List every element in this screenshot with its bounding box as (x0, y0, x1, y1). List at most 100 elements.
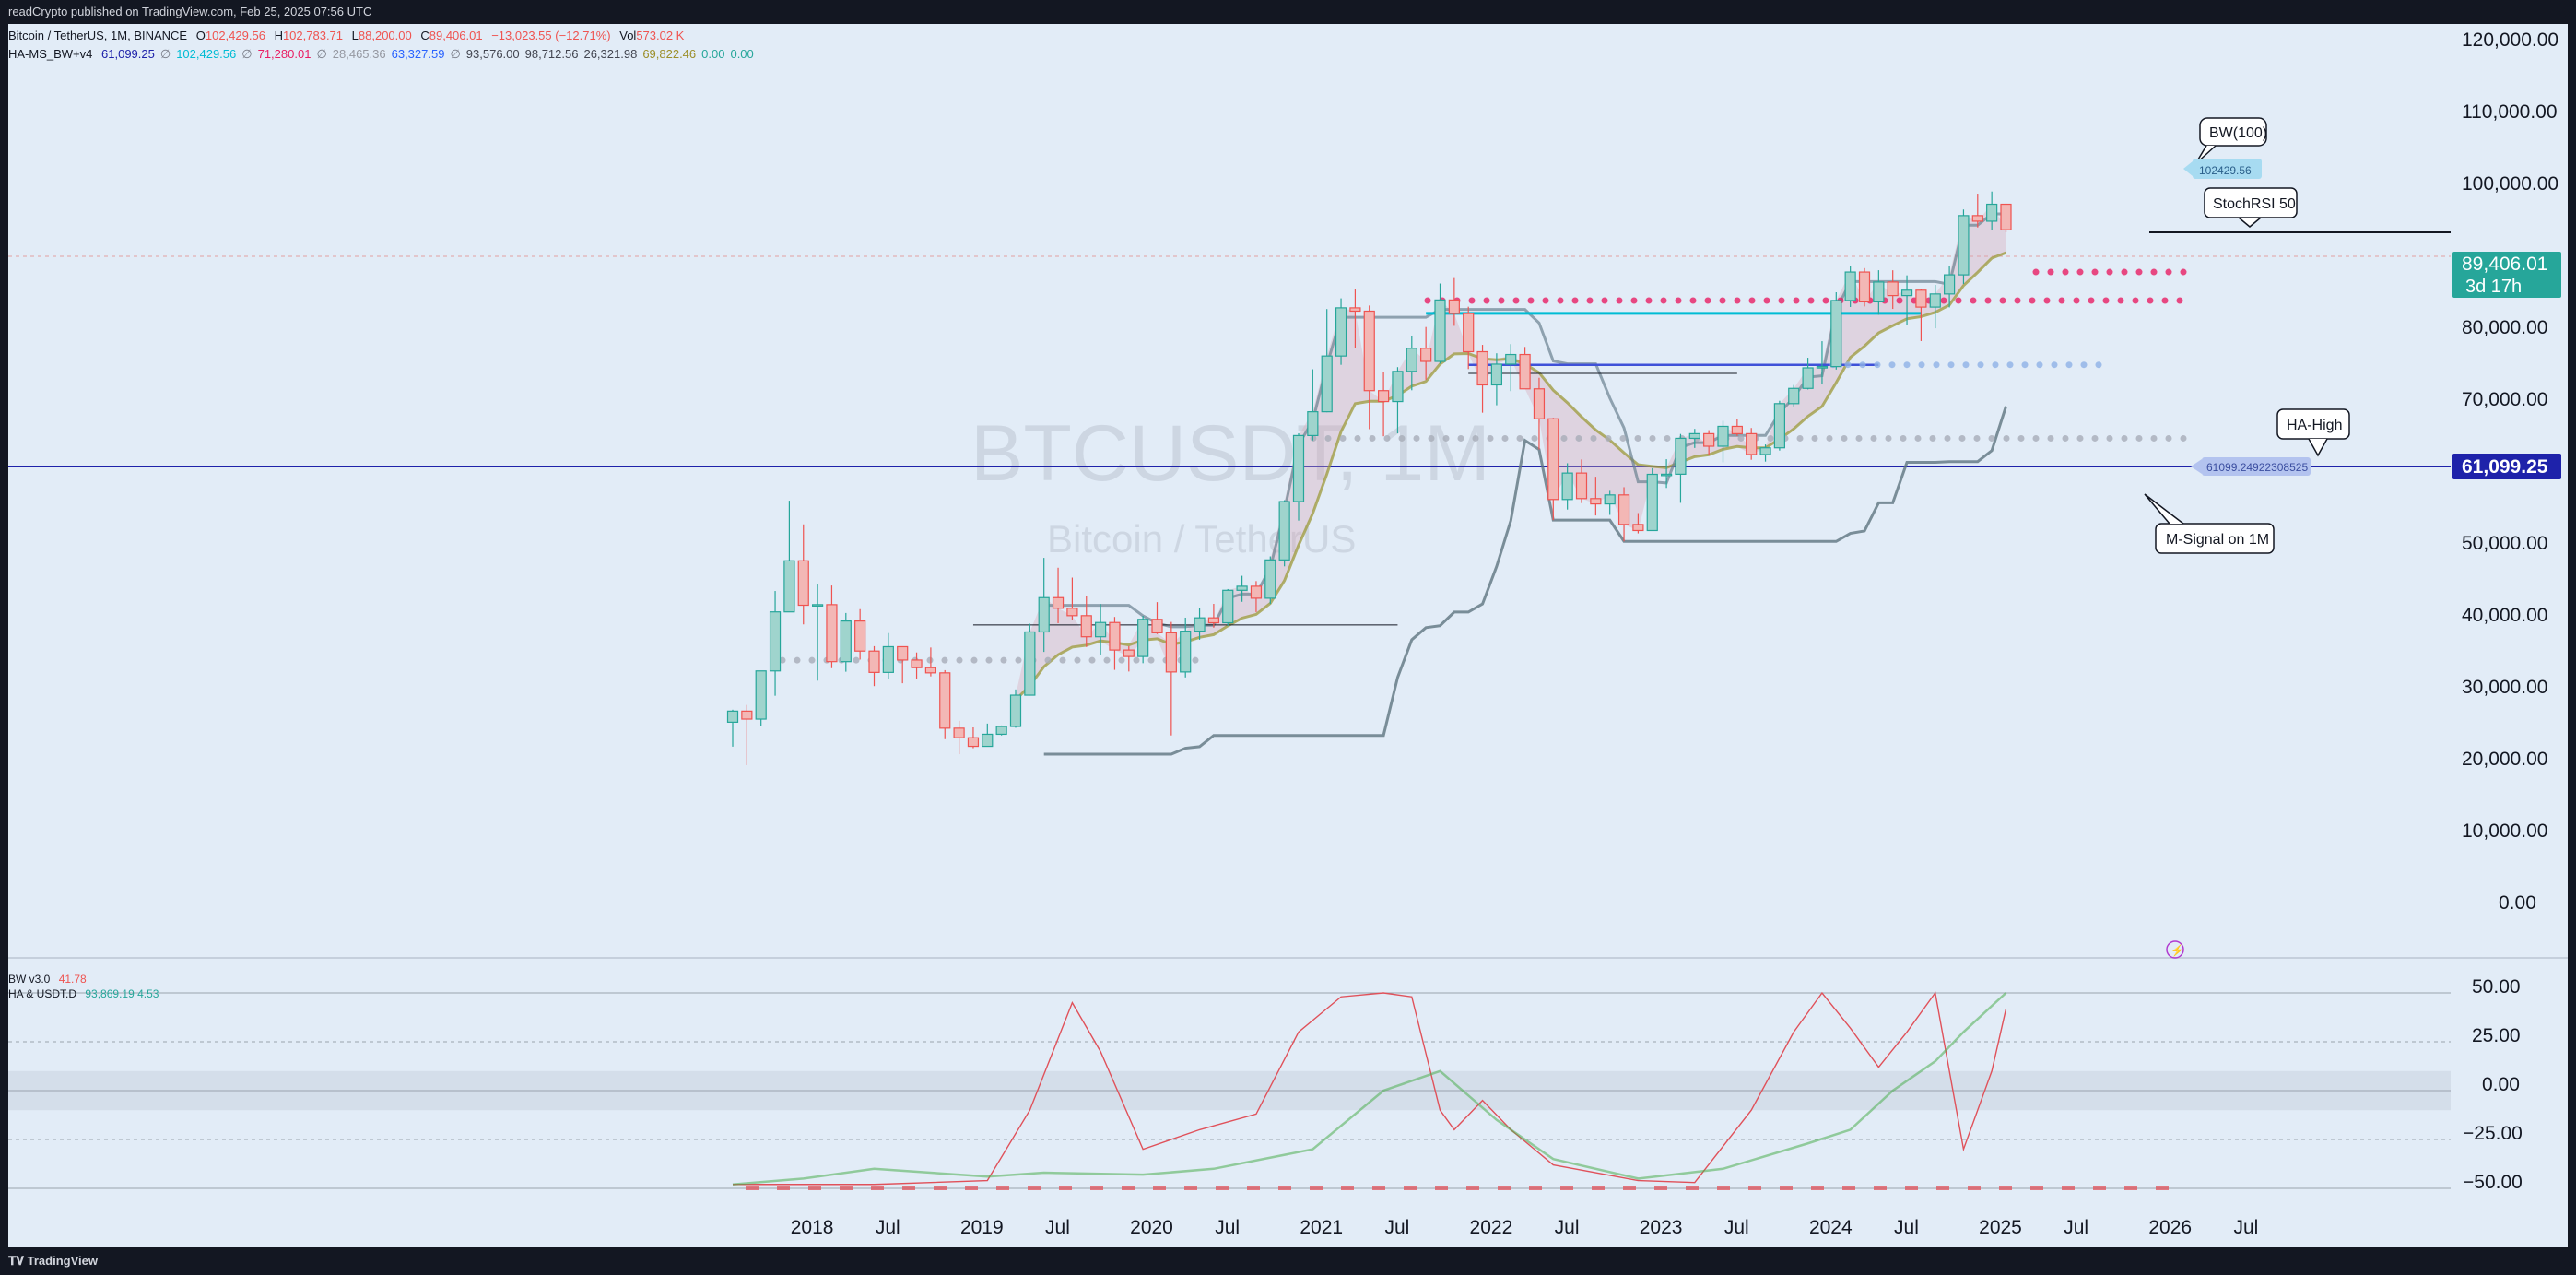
level-dot (2014, 297, 2021, 304)
level-dot (2076, 434, 2084, 442)
osc-bottom-marker (1717, 1186, 1730, 1190)
pane-separator[interactable] (8, 957, 2568, 959)
osc-bottom-marker (1122, 1186, 1135, 1190)
level-dot (808, 656, 816, 664)
level-dot (2017, 434, 2025, 442)
chart-svg[interactable]: BTCUSDT, 1M Bitcoin / TetherUS 120,000.0… (8, 24, 2568, 1247)
indicator-value-7: 63,327.59 (392, 47, 445, 61)
level-dot (2021, 361, 2029, 369)
candle-body (1986, 203, 1998, 222)
osc-label: 0.00 (2482, 1074, 2520, 1095)
osc-bottom-marker (1592, 1186, 1605, 1190)
level-dot (2102, 297, 2110, 304)
level-dot (1992, 361, 1999, 369)
oscillator-axis[interactable]: 50.00 25.00 0.00 −25.00 −50.00 (2463, 976, 2523, 1193)
osc-bottom-marker (1686, 1186, 1699, 1190)
candle-body (1816, 366, 1829, 369)
osc-bottom-marker (1905, 1186, 1918, 1190)
level-dot (1796, 434, 1804, 442)
candle-body (1434, 299, 1446, 362)
level-dot (2006, 361, 2014, 369)
level-dot (1767, 434, 1774, 442)
candle-body (783, 560, 795, 613)
osc-bottom-marker (1216, 1186, 1229, 1190)
osc-bottom-marker (1968, 1186, 1981, 1190)
time-axis[interactable]: 2018 Jul 2019 Jul 2020 Jul 2021 Jul 2022 Jul 2023 J… (8, 1208, 2568, 1247)
footer-bar: 𝐓𝐕 TradingView (0, 1247, 2576, 1275)
level-dot (2051, 361, 2058, 369)
level-dot (2117, 297, 2124, 304)
watermark-name: Bitcoin / TetherUS (1047, 517, 1356, 561)
level-dot (1719, 297, 1726, 304)
level-dot (1383, 434, 1391, 442)
osc-bottom-marker (1090, 1186, 1103, 1190)
time-label: 2019 (960, 1217, 1004, 1238)
bw-name: BW v3.0 (8, 973, 51, 986)
candle-body (1519, 353, 1531, 390)
time-label: Jul (1894, 1217, 1919, 1238)
price-label: 120,000.00 (2462, 30, 2558, 51)
level-dot (1501, 434, 1509, 442)
time-label: 2026 (2148, 1217, 2192, 1238)
price-axis[interactable]: 120,000.00 110,000.00 100,000.00 80,000.… (2452, 30, 2561, 914)
level-dot (1424, 297, 1431, 304)
candle-body (1066, 608, 1078, 617)
level-dot (1324, 434, 1332, 442)
level-dot (1531, 434, 1538, 442)
level-dot (2003, 434, 2010, 442)
candle-body (826, 604, 838, 663)
candle-body (769, 611, 782, 672)
level-dot (1560, 434, 1568, 442)
candle-body (1703, 432, 1715, 447)
osc-bottom-marker (1310, 1186, 1323, 1190)
candle-body (1080, 615, 1092, 638)
level-dot (2135, 268, 2143, 276)
osc-bottom-marker (1404, 1186, 1417, 1190)
level-dot (985, 656, 993, 664)
candle-body (1250, 585, 1263, 599)
level-dot (1616, 297, 1623, 304)
level-dot (2032, 268, 2040, 276)
level-dot (2091, 434, 2099, 442)
candle-body (1009, 694, 1022, 727)
level-dot (1664, 434, 1671, 442)
chart-pane[interactable]: BTCUSDT, 1M Bitcoin / TetherUS 120,000.0… (8, 24, 2568, 1247)
candle-body (1788, 387, 1800, 405)
level-dot (1630, 297, 1638, 304)
candle-body (1575, 472, 1588, 500)
level-dot (1619, 434, 1627, 442)
indicator-value-1: ∅ (160, 47, 171, 61)
level-dot (1103, 656, 1111, 664)
osc-bottom-marker (996, 1186, 1009, 1190)
tradingview-logo[interactable]: 𝐓𝐕 TradingView (8, 1247, 98, 1275)
level-dot (1940, 297, 1947, 304)
candle-body (1490, 363, 1503, 386)
level-dot (2147, 297, 2154, 304)
level-dot (1015, 656, 1022, 664)
level-dot (779, 656, 786, 664)
indicator-value-5: ∅ (316, 47, 326, 61)
osc-bottom-marker (1529, 1186, 1542, 1190)
level-dot (1457, 434, 1464, 442)
candle-body (1420, 348, 1432, 362)
candle-body (1137, 619, 1149, 657)
candle-body (1406, 348, 1417, 372)
level-dot (1398, 434, 1406, 442)
level-dot (1870, 434, 1877, 442)
legend-open: 102,429.56 (206, 29, 265, 42)
lightning-event-icon[interactable] (2166, 940, 2184, 959)
level-dot (1675, 297, 1682, 304)
level-dot (1822, 297, 1829, 304)
bw100-value-tag (2193, 159, 2262, 179)
bw-value: 41.78 (59, 973, 87, 986)
legend-line-1: Bitcoin / TetherUS, 1M, BINANCE O102,429… (8, 29, 685, 42)
level-dot (1044, 656, 1052, 664)
level-dot (1413, 434, 1420, 442)
level-dot (1929, 434, 1936, 442)
level-dot (2106, 434, 2113, 442)
osc-bottom-marker (1153, 1186, 1166, 1190)
level-dot (2080, 361, 2088, 369)
level-dot (1483, 297, 1490, 304)
level-dot (2058, 297, 2065, 304)
level-dot (2043, 297, 2051, 304)
